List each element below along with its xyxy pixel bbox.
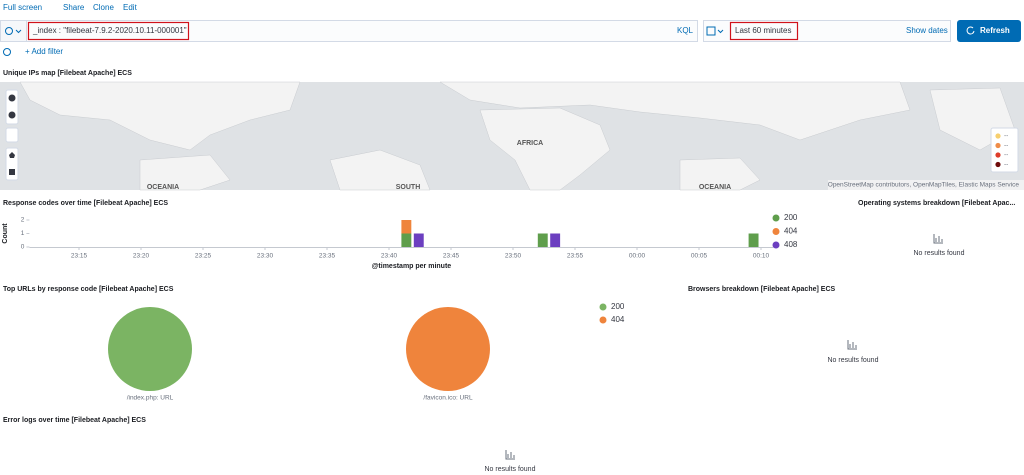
map-controls bbox=[5, 89, 19, 181]
x-tick-label: 23:20 bbox=[133, 253, 150, 260]
x-tick-label: 23:55 bbox=[567, 253, 584, 260]
map-label: AFRICA bbox=[517, 140, 543, 147]
legend-label: 200 bbox=[611, 302, 625, 311]
x-tick-label: 23:35 bbox=[319, 253, 336, 260]
attribution-bg bbox=[828, 180, 1024, 190]
legend-swatch bbox=[995, 133, 1001, 139]
pie-slice bbox=[406, 307, 490, 391]
panel-title: Top URLs by response code [Filebeat Apac… bbox=[3, 286, 174, 293]
legend-swatch bbox=[772, 228, 780, 235]
x-tick-label: 23:45 bbox=[443, 253, 460, 260]
bar bbox=[401, 233, 412, 247]
empty-icon bbox=[933, 234, 943, 244]
bar bbox=[550, 233, 561, 247]
polygon-tool[interactable] bbox=[9, 152, 15, 158]
show-dates[interactable]: Show dates bbox=[906, 26, 948, 35]
legend-label: 408 bbox=[784, 240, 798, 249]
no-results: No results found bbox=[914, 250, 965, 257]
legend-label: 404 bbox=[611, 315, 625, 324]
zoom-out[interactable] bbox=[8, 111, 16, 119]
map-label: SOUTH bbox=[396, 184, 421, 191]
nav-link[interactable]: Full screen bbox=[3, 3, 42, 12]
highlight-box bbox=[27, 21, 190, 41]
map-label: OCEANIA bbox=[147, 184, 179, 191]
legend-swatch bbox=[772, 214, 780, 222]
legend-swatch bbox=[772, 241, 780, 249]
legend-swatch bbox=[995, 152, 1001, 158]
empty-icon bbox=[847, 340, 857, 350]
highlight-box bbox=[729, 21, 799, 41]
add-filter[interactable]: + Add filter bbox=[25, 47, 63, 56]
legend-swatch bbox=[599, 316, 607, 324]
nav-link[interactable]: Clone bbox=[93, 3, 114, 12]
bar bbox=[748, 233, 759, 247]
chevron bbox=[15, 29, 22, 34]
x-tick-label: 00:00 bbox=[629, 253, 646, 260]
calendar-icon bbox=[706, 26, 716, 36]
query-language[interactable]: KQL bbox=[677, 26, 694, 35]
map-land bbox=[19, 81, 1016, 191]
legend-swatch bbox=[995, 142, 1001, 149]
date-picker[interactable] bbox=[703, 20, 951, 42]
pie-slice bbox=[108, 307, 192, 391]
bar bbox=[413, 233, 424, 247]
bounds-tool[interactable] bbox=[9, 169, 15, 175]
refresh-icon bbox=[966, 26, 975, 35]
panel-title: Response codes over time [Filebeat Apach… bbox=[3, 200, 168, 207]
query-text[interactable]: _index : "filebeat-7.9.2-2020.10.11-0000… bbox=[32, 26, 187, 35]
legend-label: 404 bbox=[784, 227, 798, 236]
legend-label: 200 bbox=[784, 213, 798, 222]
legend-label: -- bbox=[1004, 161, 1008, 168]
legend-swatch bbox=[995, 161, 1001, 168]
nav-link[interactable]: Edit bbox=[123, 3, 138, 12]
bar bbox=[401, 220, 412, 234]
map-label: OCEANIA bbox=[699, 184, 731, 191]
x-tick-label: 23:50 bbox=[505, 253, 522, 260]
y-axis-label: Count bbox=[2, 223, 9, 244]
nav-link[interactable]: Share bbox=[63, 3, 85, 12]
query-icon bbox=[5, 27, 13, 35]
panel-title: Operating systems breakdown [Filebeat Ap… bbox=[858, 200, 1015, 207]
bar bbox=[537, 233, 548, 247]
map-attribution: OpenStreetMap contributors, OpenMapTiles… bbox=[828, 182, 1020, 189]
no-results: No results found bbox=[485, 466, 536, 473]
panel-title: Error logs over time [Filebeat Apache] E… bbox=[3, 417, 146, 424]
query-options[interactable] bbox=[0, 20, 27, 42]
x-tick-label: 23:40 bbox=[381, 253, 398, 260]
x-tick-label: 23:30 bbox=[257, 253, 274, 260]
legend-label: -- bbox=[1004, 152, 1008, 159]
map-legend bbox=[990, 127, 1019, 173]
zoom-in[interactable] bbox=[8, 94, 16, 102]
time-range[interactable]: Last 60 minutes bbox=[735, 26, 791, 35]
empty-icon bbox=[505, 450, 515, 460]
x-tick-label: 00:05 bbox=[691, 253, 708, 260]
chevron bbox=[717, 29, 724, 34]
legend-label: -- bbox=[1004, 133, 1008, 140]
legend-label: -- bbox=[1004, 142, 1008, 149]
panel-title: Browsers breakdown [Filebeat Apache] ECS bbox=[688, 286, 835, 293]
pie-label: /favicon.ico: URL bbox=[423, 395, 473, 402]
x-tick-label: 23:15 bbox=[71, 253, 88, 260]
x-tick-label: 23:25 bbox=[195, 253, 212, 260]
y-tick-label: 2 bbox=[21, 217, 25, 224]
pie-label: /index.php: URL bbox=[127, 395, 174, 402]
filter-icon bbox=[3, 48, 11, 56]
x-axis-label: @timestamp per minute bbox=[372, 263, 452, 270]
y-tick-label: 1 bbox=[21, 230, 25, 237]
refresh-label[interactable]: Refresh bbox=[980, 26, 1010, 35]
x-tick-label: 00:10 bbox=[753, 253, 770, 260]
fit-control[interactable] bbox=[5, 127, 19, 143]
refresh-button[interactable] bbox=[957, 20, 1021, 42]
legend-swatch bbox=[599, 303, 607, 311]
panel-title: Unique IPs map [Filebeat Apache] ECS bbox=[3, 70, 132, 77]
no-results: No results found bbox=[828, 357, 879, 364]
y-tick-label: 0 bbox=[21, 244, 25, 251]
